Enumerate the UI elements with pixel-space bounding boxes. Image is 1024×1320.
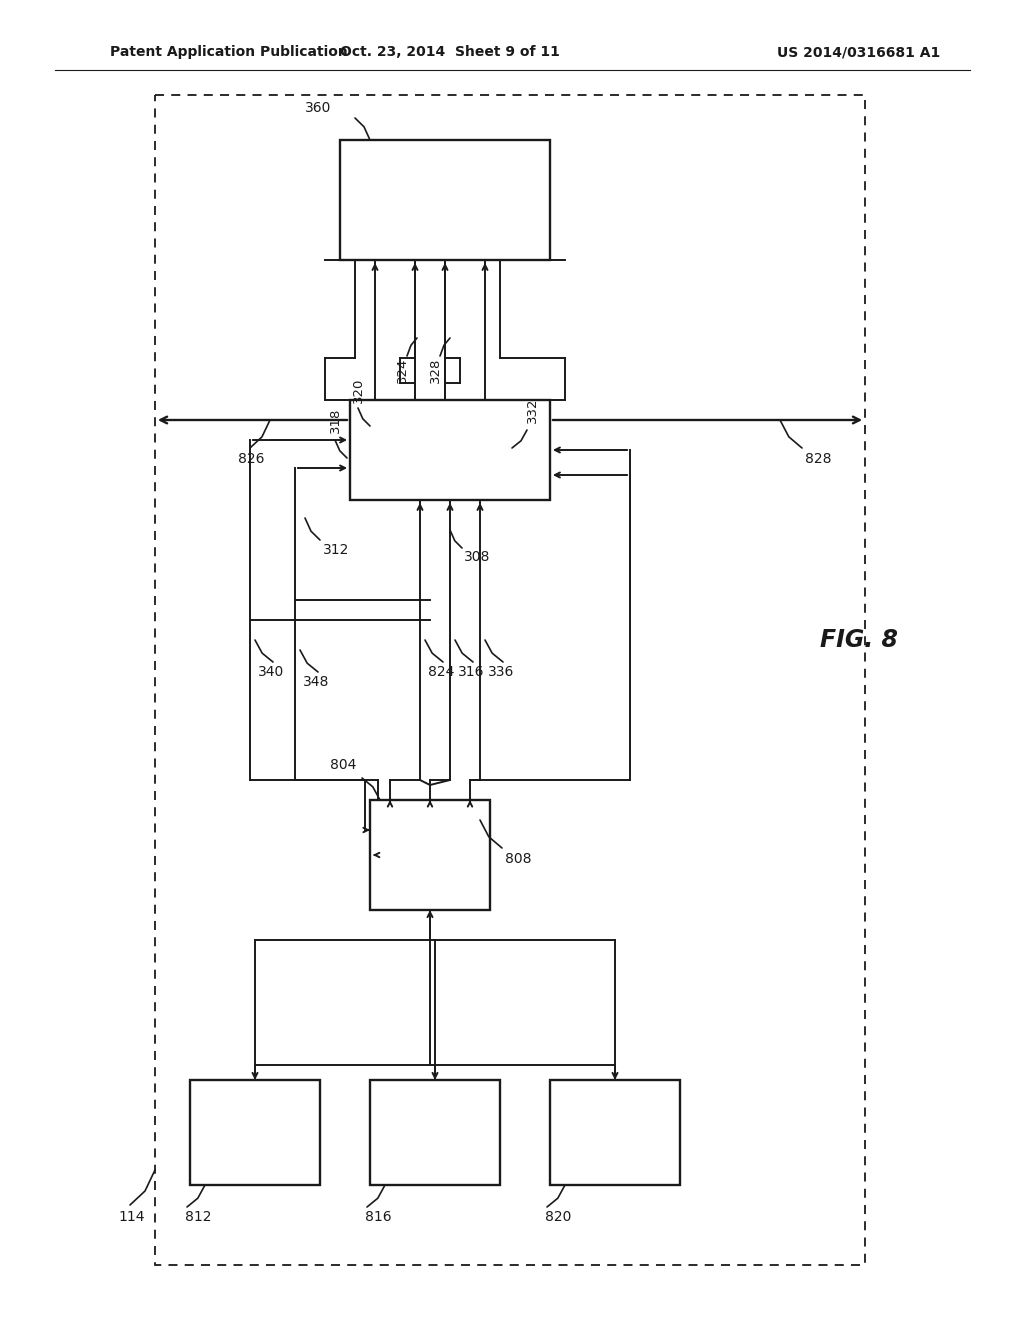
Text: 816: 816: [365, 1210, 391, 1224]
Text: 114: 114: [118, 1210, 144, 1224]
Text: 318: 318: [329, 408, 341, 433]
Text: Oct. 23, 2014  Sheet 9 of 11: Oct. 23, 2014 Sheet 9 of 11: [340, 45, 560, 59]
Text: 308: 308: [464, 550, 490, 564]
Bar: [350, 400, 550, 500]
Text: 312: 312: [323, 543, 349, 557]
Text: US 2014/0316681 A1: US 2014/0316681 A1: [777, 45, 940, 59]
Bar: [155, 95, 865, 1265]
Text: 820: 820: [545, 1210, 571, 1224]
Bar: [340, 140, 550, 260]
Bar: [190, 1080, 319, 1185]
Text: 824: 824: [428, 665, 455, 678]
Text: 826: 826: [238, 451, 264, 466]
Text: 808: 808: [505, 851, 531, 866]
Bar: [370, 800, 490, 909]
Text: 804: 804: [330, 758, 356, 772]
Text: 340: 340: [258, 665, 285, 678]
Text: 828: 828: [805, 451, 831, 466]
Bar: [550, 1080, 680, 1185]
Text: 336: 336: [488, 665, 514, 678]
Text: 324: 324: [395, 358, 409, 383]
Text: 316: 316: [458, 665, 484, 678]
Text: 348: 348: [303, 675, 330, 689]
Text: FIG. 8: FIG. 8: [820, 628, 898, 652]
Text: 812: 812: [185, 1210, 212, 1224]
Text: 320: 320: [351, 378, 365, 403]
Text: 332: 332: [525, 397, 539, 422]
Text: Patent Application Publication: Patent Application Publication: [110, 45, 348, 59]
Bar: [370, 1080, 500, 1185]
Text: 328: 328: [428, 358, 441, 383]
Text: 360: 360: [305, 102, 332, 115]
